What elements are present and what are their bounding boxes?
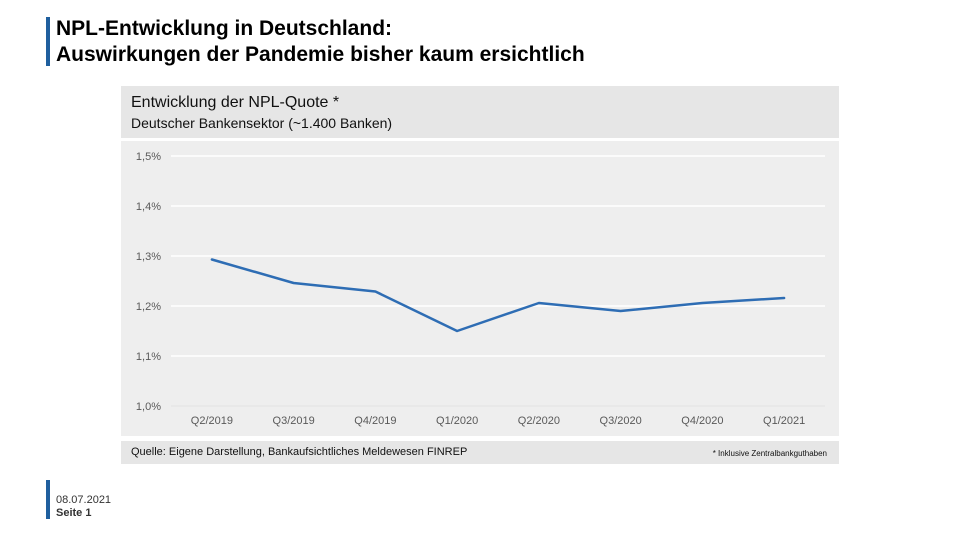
x-tick-label: Q4/2020 <box>681 415 723 427</box>
slide-title-line-1: NPL-Entwicklung in Deutschland: <box>56 17 393 40</box>
chart-header: Entwicklung der NPL-Quote * Deutscher Ba… <box>121 86 839 138</box>
x-tick-label: Q2/2019 <box>191 415 233 427</box>
y-tick-label: 1,4% <box>136 201 161 213</box>
footer-date: 08.07.2021 <box>56 494 112 506</box>
y-tick-label: 1,0% <box>136 401 161 413</box>
y-tick-label: 1,2% <box>136 301 161 313</box>
x-tick-label: Q4/2019 <box>354 415 396 427</box>
y-tick-label: 1,5% <box>136 151 161 163</box>
x-tick-label: Q1/2021 <box>763 415 805 427</box>
footnote: * Inklusive Zentralbankguthaben <box>712 449 827 458</box>
x-tick-label: Q3/2019 <box>273 415 315 427</box>
source-box: Quelle: Eigene Darstellung, Bankaufsicht… <box>121 441 839 464</box>
x-tick-label: Q3/2020 <box>600 415 642 427</box>
npl-line-chart: 1,0% 1,1% 1,2% 1,3% 1,4% 1,5% Q2/2019 Q3/2019 Q4… <box>136 151 825 427</box>
title-accent-bar <box>46 17 50 66</box>
x-tick-label: Q2/2020 <box>518 415 560 427</box>
slide-title: NPL-Entwicklung in Deutschland: Auswirku… <box>56 16 916 68</box>
source-text: Quelle: Eigene Darstellung, Bankaufsicht… <box>131 446 468 458</box>
slide-title-line-2: Auswirkungen der Pandemie bisher kaum er… <box>56 43 585 66</box>
footer-page-number: Seite 1 <box>56 507 92 519</box>
chart-area: 1,0% 1,1% 1,2% 1,3% 1,4% 1,5% Q2/2019 Q3/2019 Q4… <box>121 141 839 436</box>
npl-quote-series-line <box>210 258 786 333</box>
y-tick-label: 1,1% <box>136 351 161 363</box>
footer-accent-bar <box>46 480 50 519</box>
chart-title: Entwicklung der NPL-Quote * <box>131 94 340 111</box>
y-tick-label: 1,3% <box>136 251 161 263</box>
x-tick-label: Q1/2020 <box>436 415 478 427</box>
chart-subtitle: Deutscher Bankensektor (~1.400 Banken) <box>131 115 393 131</box>
